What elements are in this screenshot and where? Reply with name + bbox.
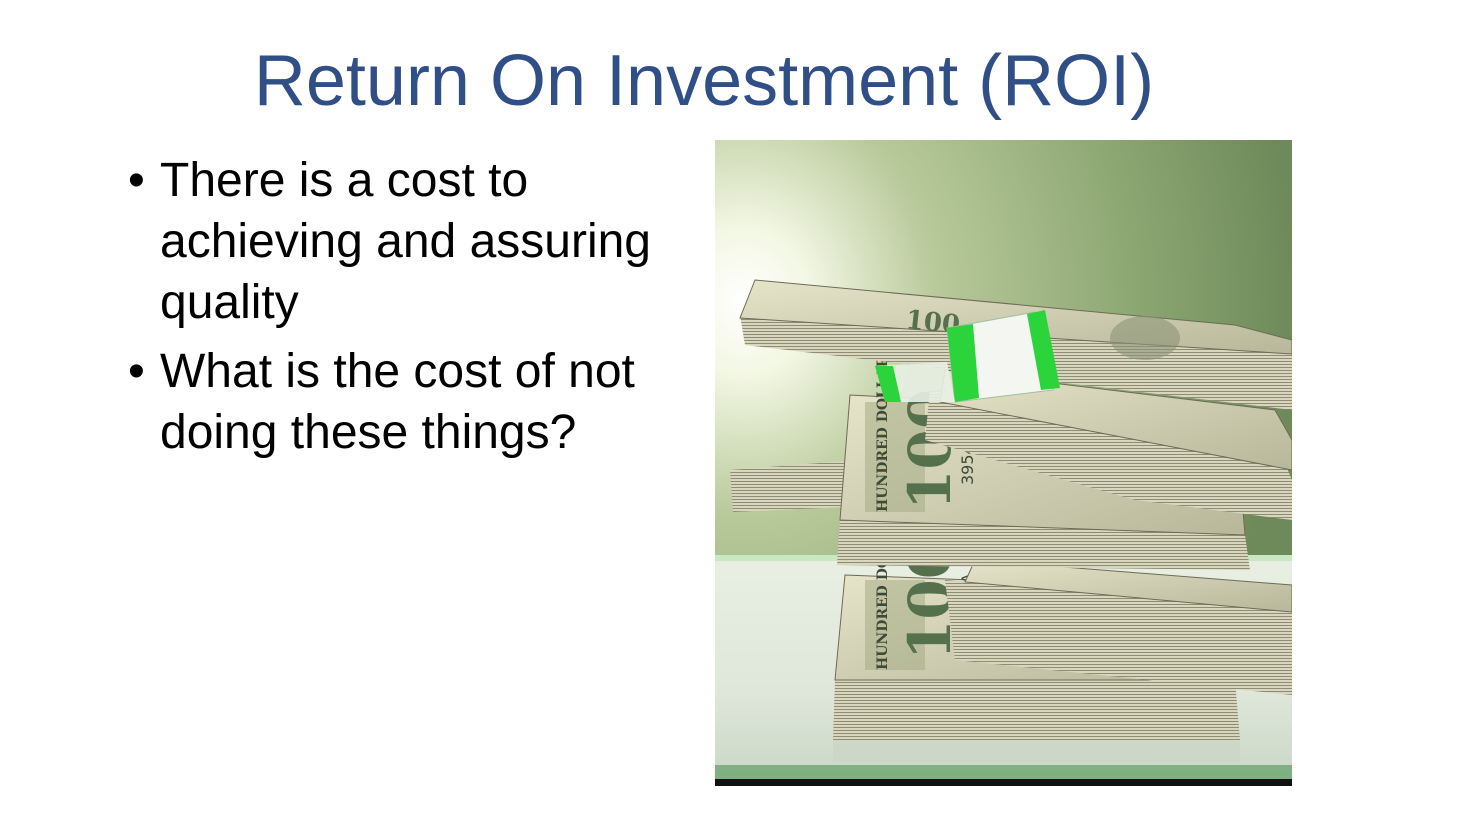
bullet-dot-icon: • — [128, 345, 145, 398]
bullet-text: What is the cost of not doing these thin… — [160, 345, 635, 459]
lower-right-money-stack — [945, 559, 1292, 695]
bullet-dot-icon: • — [128, 154, 145, 207]
money-stack-image: 100 39545 A HUNDRED DOLLARS 100 39545 A … — [715, 140, 1292, 786]
bullet-text: There is a cost to achieving and assurin… — [160, 154, 651, 329]
bullet-item: • There is a cost to achieving and assur… — [124, 150, 704, 333]
top-money-stack: 100 — [739, 279, 1292, 410]
slide-title: Return On Investment (ROI) — [253, 41, 1155, 121]
bullet-item: • What is the cost of not doing these th… — [124, 341, 704, 463]
bullet-list: • There is a cost to achieving and assur… — [124, 150, 704, 471]
money-stack-illustration: 100 39545 A HUNDRED DOLLARS 100 39545 A … — [715, 140, 1292, 786]
